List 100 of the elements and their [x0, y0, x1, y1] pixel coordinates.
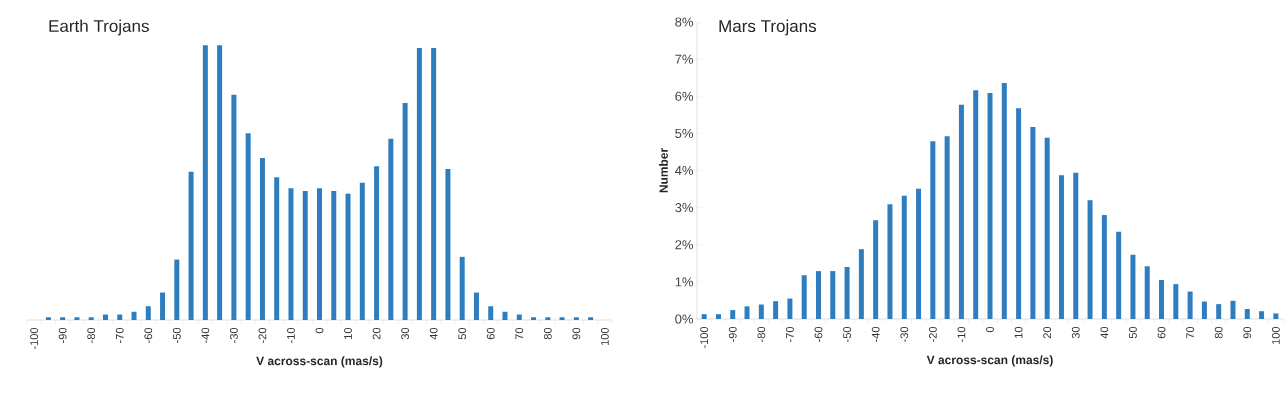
- x-tick-label: -90: [58, 327, 67, 343]
- bar: [45, 317, 51, 320]
- x-tick-label: 100: [1271, 326, 1280, 345]
- x-tick-label: 20: [1043, 326, 1052, 339]
- x-tick-label: 50: [1129, 326, 1137, 339]
- x-tick-label: -100: [30, 327, 39, 350]
- bar: [459, 256, 465, 320]
- bar: [1058, 175, 1064, 319]
- bar: [531, 317, 537, 320]
- bar: [1101, 215, 1107, 319]
- bar: [816, 271, 821, 319]
- x-tick-label: 20: [372, 327, 381, 340]
- y-tick-label: 7%: [675, 54, 694, 64]
- y-tick-label: 3%: [675, 203, 694, 213]
- bar: [1087, 200, 1093, 319]
- x-tick-label: -50: [843, 326, 851, 342]
- bar: [1244, 308, 1250, 319]
- y-tick-label: 6%: [675, 91, 694, 101]
- x-tick-label: 90: [572, 327, 581, 340]
- bar: [231, 94, 237, 320]
- bar: [502, 311, 508, 320]
- bar: [1016, 108, 1022, 319]
- x-tick-label: -90: [728, 326, 737, 342]
- x-tick-label: -30: [229, 327, 238, 343]
- bar: [74, 317, 80, 320]
- bar: [1130, 254, 1136, 319]
- chart-title: Earth Trojans: [49, 19, 149, 36]
- y-tick-label: 8%: [675, 17, 694, 27]
- bar: [987, 92, 993, 319]
- bar: [1259, 311, 1265, 319]
- x-tick-label: 0: [986, 326, 994, 333]
- bar: [202, 45, 208, 320]
- bar: [1144, 266, 1150, 319]
- x-tick-label: -10: [287, 327, 295, 343]
- x-tick-label: -30: [900, 326, 909, 342]
- x-tick-label: -70: [115, 327, 124, 343]
- x-tick-label: 70: [1186, 326, 1194, 339]
- bar: [559, 317, 565, 320]
- x-tick-label: -20: [928, 326, 937, 342]
- x-tick-label: 90: [1243, 326, 1252, 339]
- bar: [274, 177, 280, 320]
- bar: [744, 306, 750, 319]
- x-tick-label: -60: [144, 327, 153, 343]
- bar: [973, 90, 979, 319]
- x-tick-label: -40: [871, 326, 880, 342]
- bar: [1116, 231, 1122, 319]
- bar: [944, 136, 950, 319]
- y-tick-label: 1%: [675, 277, 694, 287]
- y-tick-label: 2%: [675, 240, 694, 250]
- bar: [830, 271, 836, 319]
- bar: [701, 314, 707, 319]
- bar: [416, 48, 422, 320]
- bar: [516, 314, 522, 320]
- bar: [1030, 127, 1036, 319]
- bar: [60, 317, 66, 320]
- bar: [787, 298, 793, 319]
- bar: [131, 311, 137, 320]
- x-tick-label: -100: [700, 326, 709, 349]
- bar: [1273, 313, 1279, 319]
- x-tick-label: 80: [543, 327, 552, 340]
- x-tick-label: -80: [87, 327, 96, 343]
- bar: [1044, 137, 1050, 319]
- bar: [715, 314, 721, 319]
- bar: [359, 182, 365, 320]
- bar: [145, 306, 151, 320]
- bar: [331, 190, 337, 320]
- bar: [317, 188, 322, 320]
- x-tick-label: -10: [957, 326, 966, 342]
- x-tick-label: 30: [401, 327, 410, 340]
- x-tick-label: 10: [1014, 326, 1023, 338]
- x-tick-label: -50: [172, 327, 181, 343]
- x-tick-label: 0: [315, 327, 324, 334]
- bar: [887, 204, 893, 319]
- bar: [374, 166, 380, 320]
- x-axis-title: V across-scan (mas/s): [256, 356, 383, 368]
- x-tick-label: 60: [486, 327, 495, 340]
- bar: [573, 317, 579, 320]
- bar: [1230, 300, 1236, 319]
- x-tick-label: 40: [1100, 326, 1109, 339]
- x-tick-label: 50: [458, 327, 467, 340]
- bar: [958, 104, 964, 319]
- bar: [916, 188, 922, 319]
- bar: [1216, 304, 1222, 319]
- bar: [488, 306, 494, 320]
- y-tick-label: 5%: [675, 128, 694, 138]
- x-tick-label: 100: [600, 327, 609, 346]
- bar: [1159, 280, 1165, 319]
- bar: [873, 220, 879, 319]
- bar: [1001, 82, 1007, 319]
- x-tick-label: 70: [515, 327, 524, 340]
- bar: [402, 103, 408, 320]
- x-tick-label: -70: [786, 326, 794, 342]
- x-tick-label: -80: [757, 326, 766, 342]
- bar: [431, 48, 437, 320]
- x-tick-label: -60: [814, 326, 823, 342]
- bar: [245, 133, 251, 320]
- bar: [388, 138, 394, 320]
- bar: [930, 141, 936, 319]
- x-tick-label: 80: [1214, 326, 1223, 339]
- bar: [901, 195, 907, 319]
